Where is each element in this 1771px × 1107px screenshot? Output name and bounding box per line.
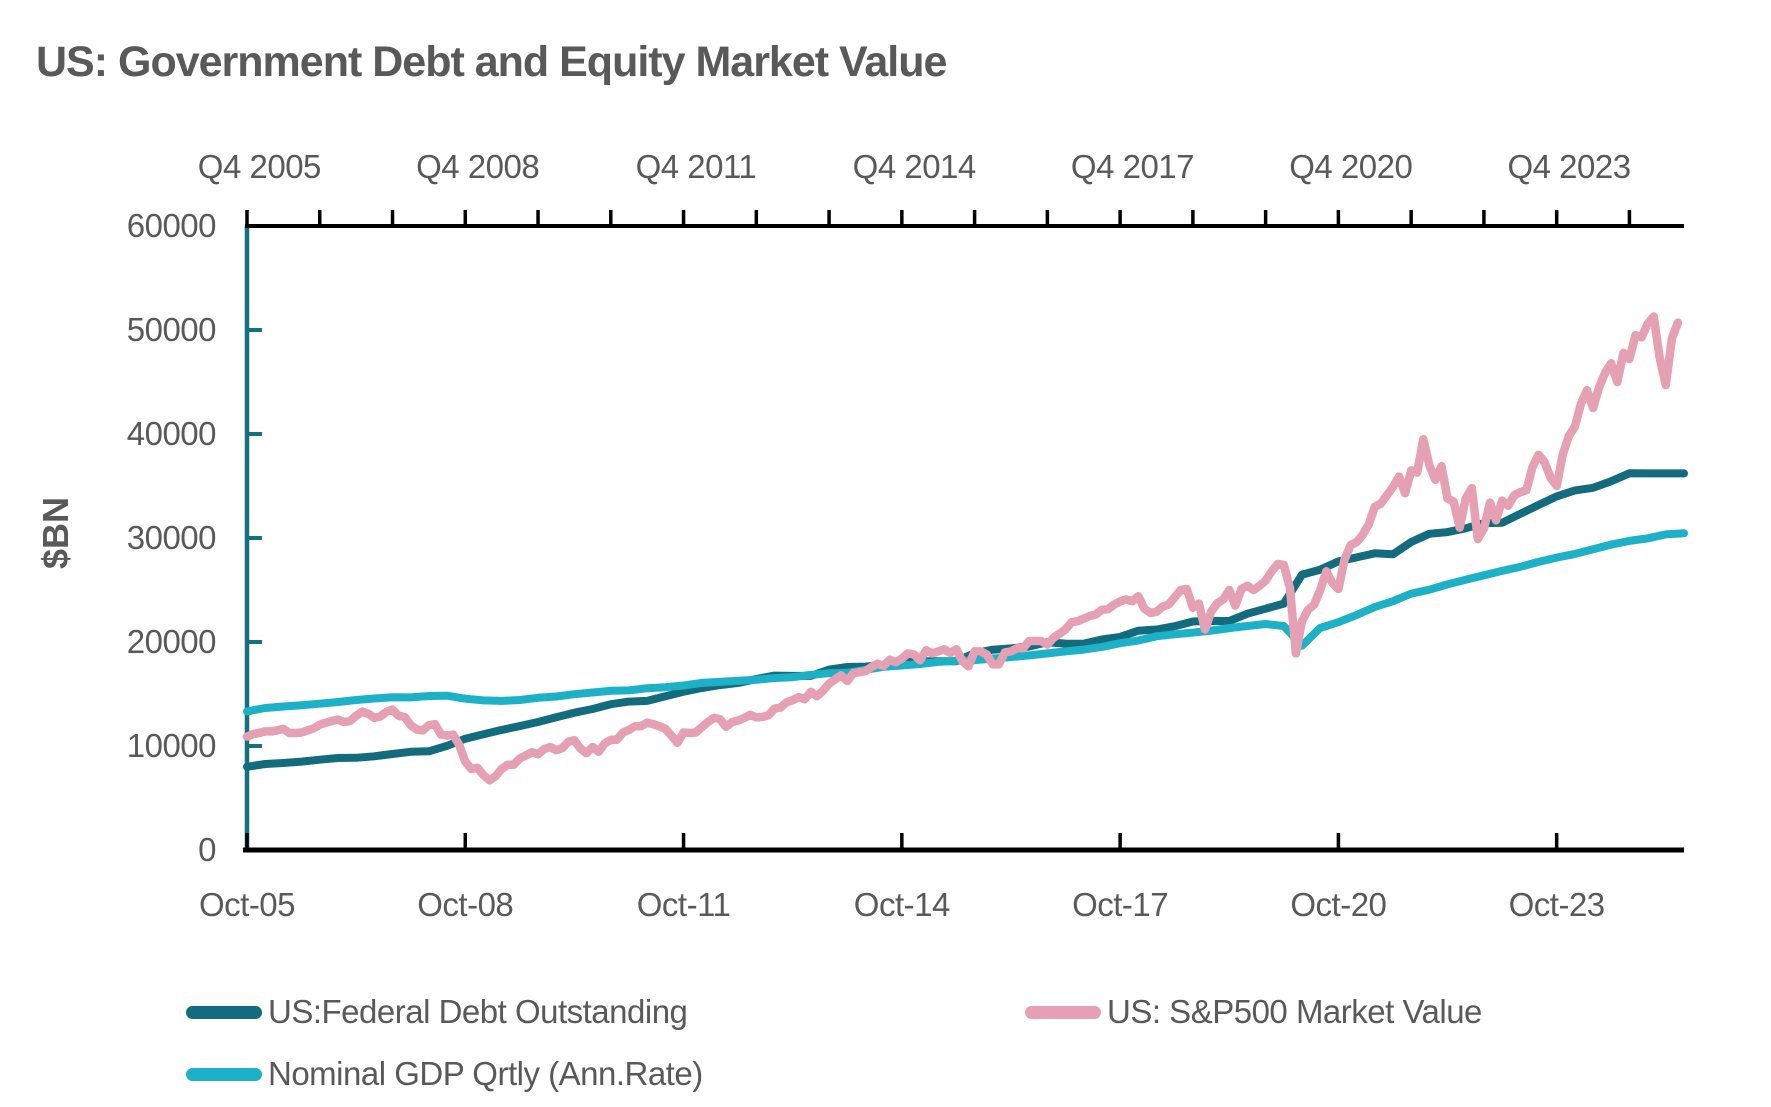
y-axis-tick-label: 0 [198, 831, 216, 868]
top-axis-tick-label: Q4 2023 [1507, 148, 1631, 185]
federal-debt-legend-swatch [186, 1005, 262, 1019]
top-axis-tick-label: Q4 2011 [635, 148, 757, 185]
y-axis-tick-label: 50000 [126, 311, 217, 348]
y-axis-tick-label: 10000 [126, 727, 217, 764]
bottom-axis-tick-label: Oct-20 [1290, 886, 1387, 923]
series-line-nominal-gdp [243, 529, 1688, 716]
top-axis-tick-label: Q4 2005 [197, 148, 322, 185]
bottom-axis-tick-label: Oct-23 [1508, 886, 1606, 923]
bottom-axis-tick-label: Oct-14 [853, 886, 951, 923]
sp500-legend-swatch [1025, 1005, 1101, 1019]
bottom-axis-tick-label: Oct-11 [636, 886, 731, 923]
bottom-axis-tick-label: Oct-17 [1072, 886, 1169, 923]
y-axis-tick-label: 30000 [126, 519, 217, 556]
top-axis-tick-label: Q4 2014 [852, 148, 977, 185]
top-axis-tick-label: Q4 2020 [1289, 148, 1413, 185]
legend-item-federal-debt: US:Federal Debt Outstanding [186, 993, 688, 1031]
legend-item-sp500: US: S&P500 Market Value [1025, 993, 1482, 1031]
federal-debt-legend-label: US:Federal Debt Outstanding [268, 993, 688, 1030]
top-axis-tick-label: Q4 2008 [416, 148, 540, 185]
sp500-legend-label: US: S&P500 Market Value [1107, 993, 1482, 1030]
y-axis-tick-label: 20000 [126, 623, 217, 660]
legend-item-gdp: Nominal GDP Qrtly (Ann.Rate) [186, 1055, 703, 1093]
gdp-legend-swatch [186, 1067, 262, 1081]
top-axis-tick-label: Q4 2017 [1070, 148, 1195, 185]
y-axis-tick-label: 60000 [126, 207, 217, 244]
y-axis-tick-label: 40000 [126, 415, 217, 452]
series-line-federal-debt [243, 469, 1688, 771]
bottom-axis-tick-label: Oct-08 [417, 886, 514, 923]
series-line-sp500 [242, 312, 1683, 785]
bottom-axis-tick-label: Oct-05 [198, 886, 296, 923]
chart-title: US: Government Debt and Equity Market Va… [36, 38, 947, 86]
gdp-legend-label: Nominal GDP Qrtly (Ann.Rate) [268, 1055, 703, 1092]
